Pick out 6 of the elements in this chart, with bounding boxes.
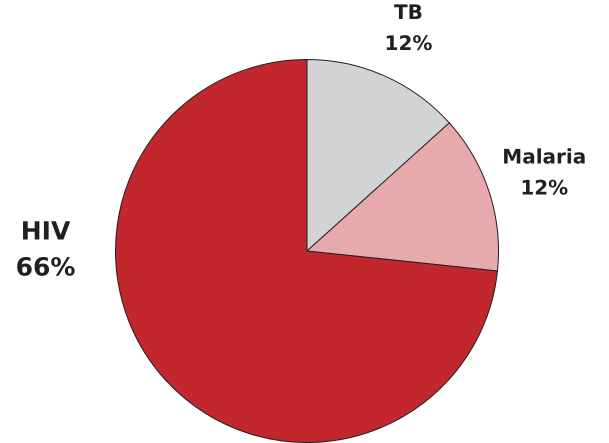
- slice-label: TB: [394, 0, 423, 24]
- data-label: 12%: [520, 176, 568, 200]
- slice-label: Malaria: [502, 144, 586, 169]
- data-label: 12%: [384, 31, 432, 56]
- data-label: 66%: [16, 252, 76, 282]
- slice-label: HIV: [20, 216, 71, 246]
